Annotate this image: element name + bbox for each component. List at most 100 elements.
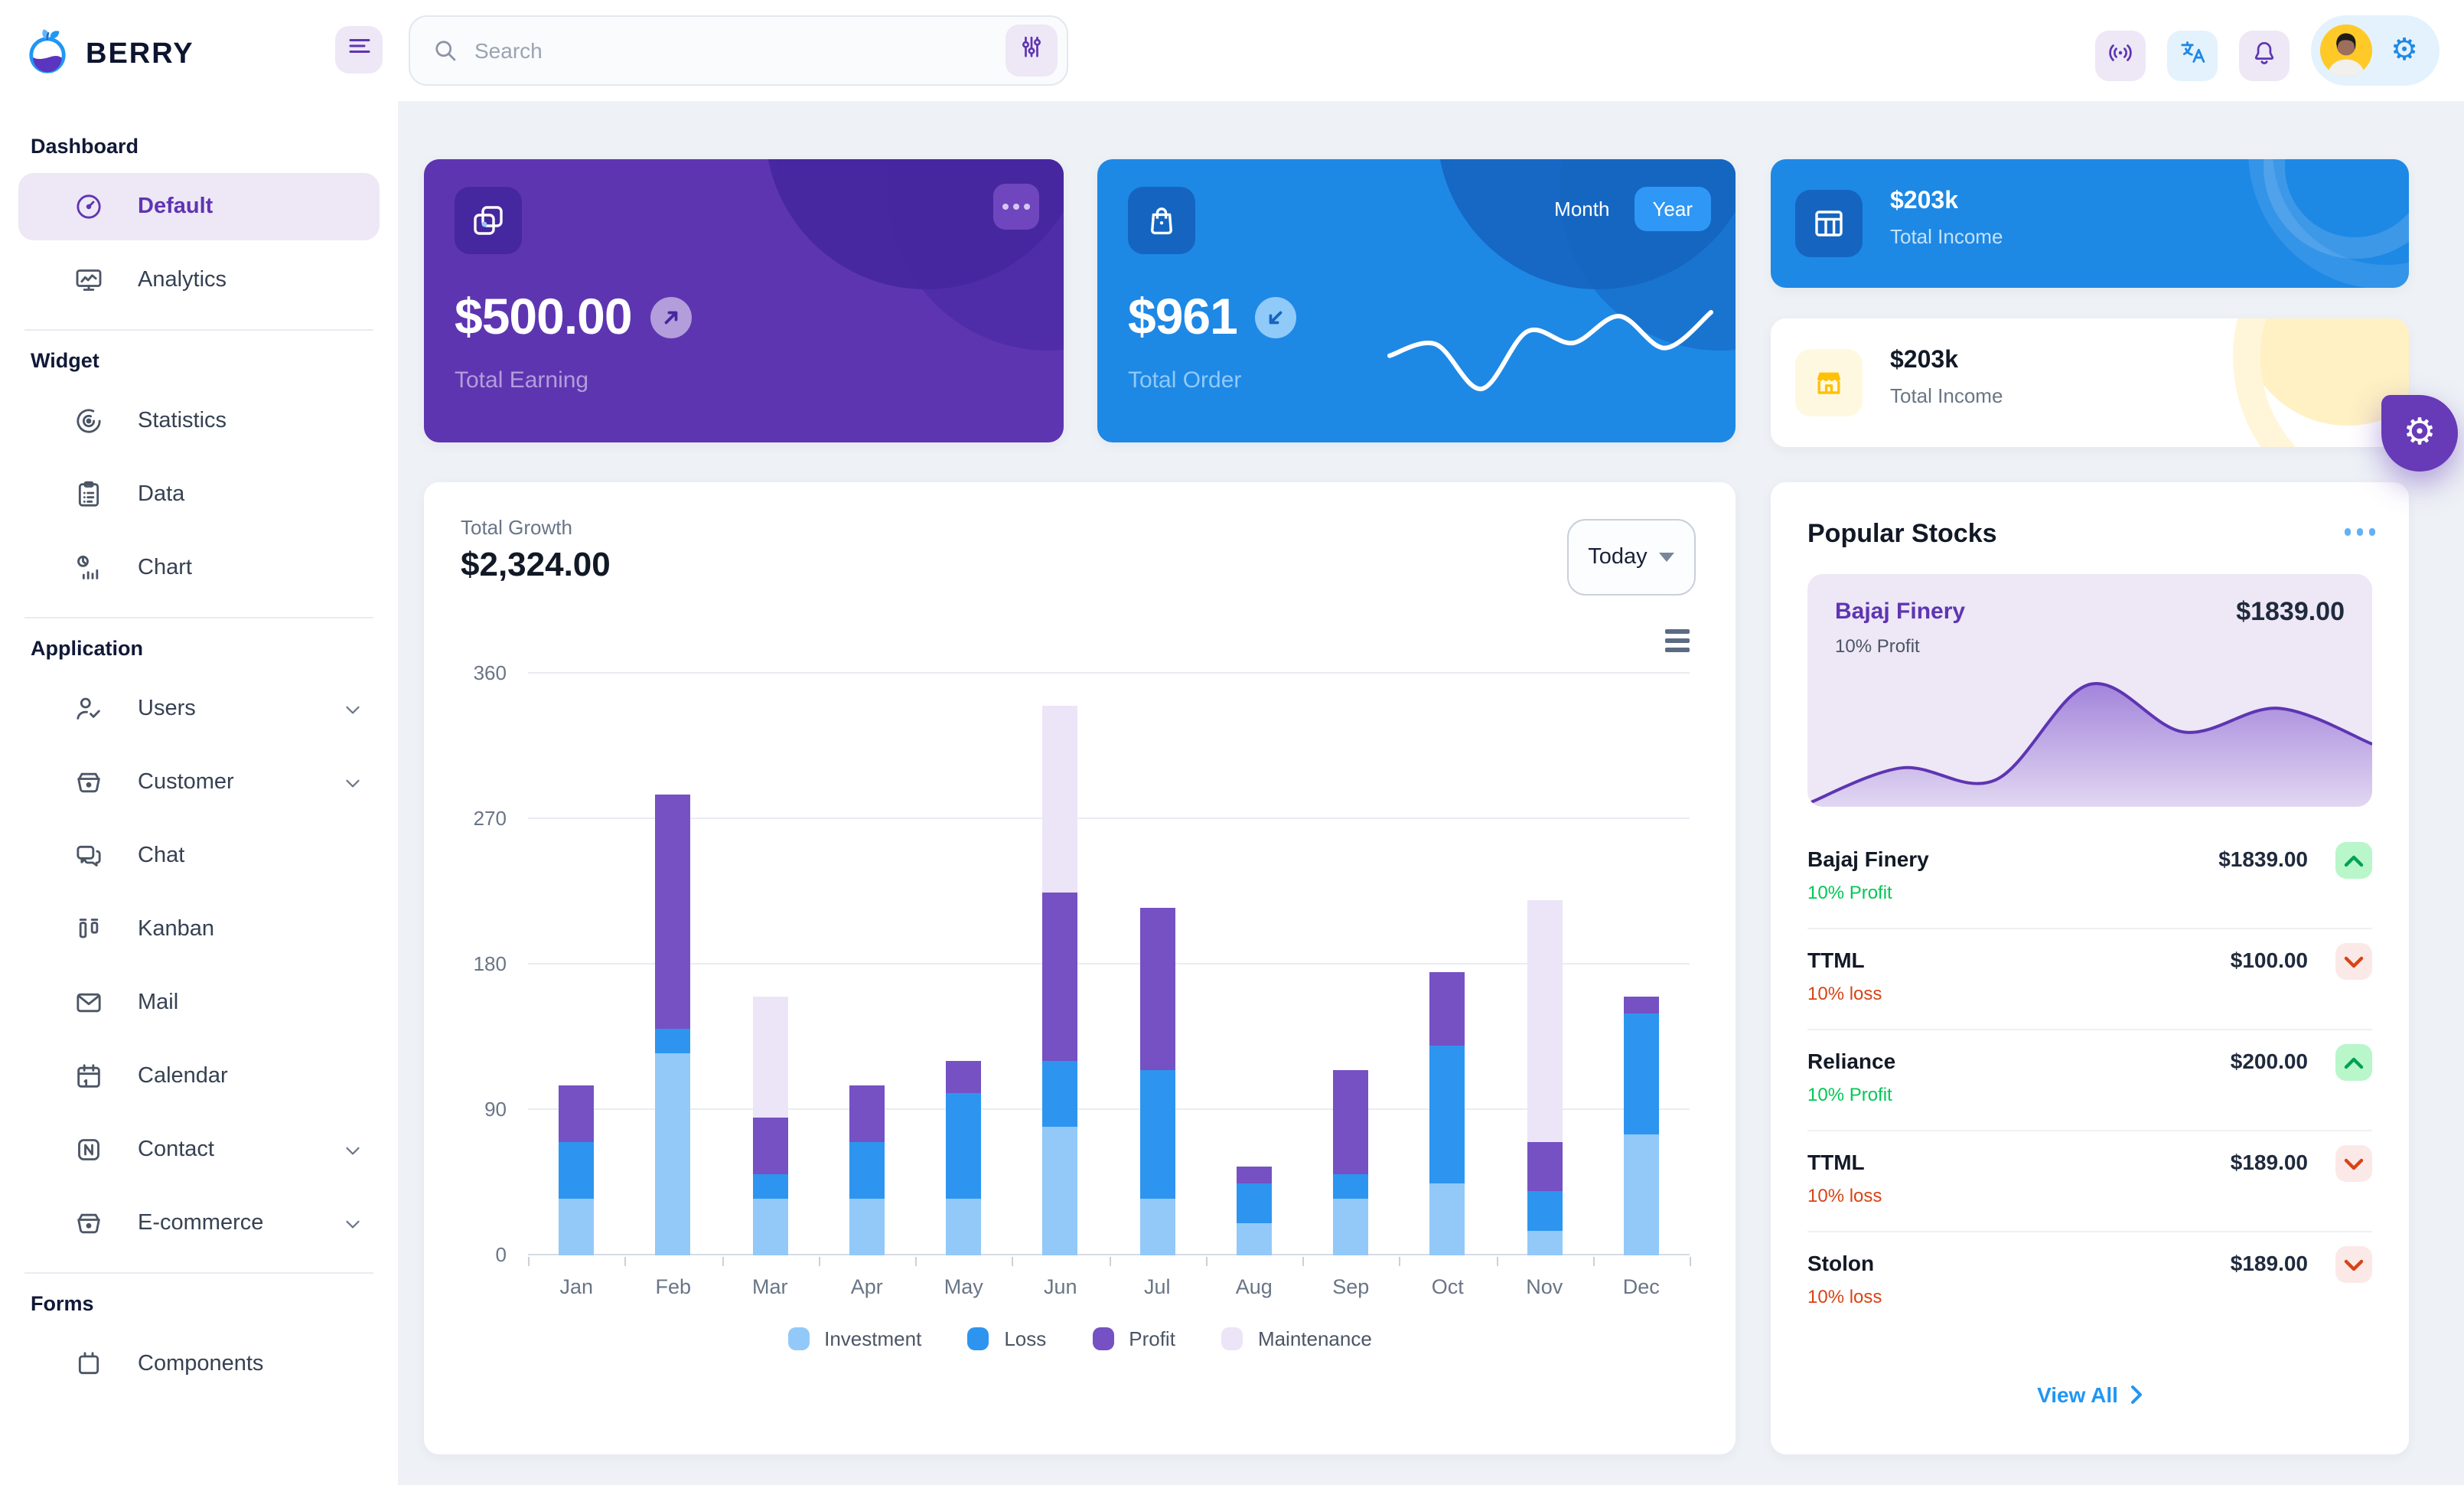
bar-segment-loss bbox=[1139, 1069, 1175, 1199]
legend-label: Maintenance bbox=[1257, 1327, 1372, 1350]
sidebar-item-label: Kanban bbox=[138, 917, 214, 942]
brand-logo[interactable]: BERRY bbox=[24, 26, 194, 83]
sidebar-section-heading: Application bbox=[31, 637, 143, 660]
chevron-right-icon bbox=[2130, 1385, 2142, 1404]
bar-apr[interactable] bbox=[849, 1085, 885, 1255]
stock-row-ttml[interactable]: TTML 10% loss $189.00 bbox=[1807, 1131, 2372, 1232]
stock-name: Bajaj Finery bbox=[1807, 847, 1929, 871]
translate-icon bbox=[2177, 37, 2208, 75]
popular-stocks-card: Popular Stocks Bajaj Finery 10% Profit $… bbox=[1771, 482, 2409, 1454]
period-select-dropdown[interactable]: Today bbox=[1567, 519, 1696, 596]
bar-jul[interactable] bbox=[1139, 908, 1175, 1255]
bar-oct[interactable] bbox=[1429, 972, 1465, 1255]
sidebar-item-analytics[interactable]: Analytics bbox=[18, 246, 380, 314]
earning-card-menu-button[interactable] bbox=[993, 184, 1039, 230]
trend-up-icon bbox=[650, 296, 692, 338]
sidebar-section-heading: Widget bbox=[31, 349, 99, 372]
stocks-menu-button[interactable] bbox=[2344, 528, 2375, 535]
sidebar-item-e-commerce[interactable]: E-commerce bbox=[18, 1190, 380, 1257]
legend-swatch bbox=[1092, 1327, 1114, 1350]
stock-change: 10% Profit bbox=[1807, 1084, 1892, 1105]
x-axis-label: Aug bbox=[1235, 1275, 1273, 1298]
stock-price: $1839.00 bbox=[2218, 847, 2308, 871]
sidebar-item-mail[interactable]: Mail bbox=[18, 969, 380, 1036]
sidebar-item-default[interactable]: Default bbox=[18, 173, 380, 240]
sidebar-item-users[interactable]: Users bbox=[18, 675, 380, 742]
sidebar-toggle-button[interactable] bbox=[335, 26, 383, 73]
period-select-value: Today bbox=[1588, 545, 1648, 570]
x-axis-label: Sep bbox=[1332, 1275, 1370, 1298]
hamburger-icon bbox=[345, 32, 373, 67]
sidebar-item-components[interactable]: Components bbox=[18, 1330, 380, 1398]
axis-tick bbox=[528, 1257, 530, 1266]
bar-jun[interactable] bbox=[1042, 706, 1078, 1255]
stock-change: 10% loss bbox=[1807, 1185, 1882, 1206]
sidebar-item-kanban[interactable]: Kanban bbox=[18, 896, 380, 963]
earning-cards-icon bbox=[455, 187, 522, 254]
search-input[interactable] bbox=[474, 38, 996, 63]
stock-row-ttml[interactable]: TTML 10% loss $100.00 bbox=[1807, 929, 2372, 1030]
sidebar-item-chat[interactable]: Chat bbox=[18, 822, 380, 889]
bar-segment-investment bbox=[1333, 1199, 1369, 1255]
x-axis-label: Feb bbox=[655, 1275, 691, 1298]
chevron-up-icon bbox=[2335, 842, 2372, 879]
sidebar-item-contact[interactable]: Contact bbox=[18, 1116, 380, 1183]
bar-may[interactable] bbox=[946, 1061, 982, 1255]
month-toggle-option[interactable]: Month bbox=[1554, 197, 1610, 220]
axis-tick bbox=[1109, 1257, 1110, 1266]
stock-row-stolon[interactable]: Stolon 10% loss $189.00 bbox=[1807, 1232, 2372, 1333]
bar-segment-loss bbox=[946, 1093, 982, 1199]
gridline bbox=[528, 1253, 1690, 1255]
pie-bars-icon bbox=[73, 553, 104, 583]
profile-menu-button[interactable]: ⚙ bbox=[2311, 15, 2440, 86]
stock-row-bajaj-finery[interactable]: Bajaj Finery 10% Profit $1839.00 bbox=[1807, 828, 2372, 929]
storefront-icon bbox=[1795, 349, 1863, 416]
sidebar-item-calendar[interactable]: Calendar bbox=[18, 1043, 380, 1110]
chevron-down-icon bbox=[341, 1212, 364, 1235]
bar-segment-maintenance bbox=[1042, 706, 1078, 893]
sidebar-item-customer[interactable]: Customer bbox=[18, 749, 380, 816]
search-bar bbox=[409, 15, 1068, 86]
sidebar-item-statistics[interactable]: Statistics bbox=[18, 387, 380, 455]
view-all-link[interactable]: View All bbox=[1771, 1382, 2409, 1407]
total-income-label: Total Income bbox=[1890, 384, 2003, 407]
search-settings-button[interactable] bbox=[1005, 24, 1058, 77]
year-toggle-option[interactable]: Year bbox=[1634, 187, 1711, 231]
bar-dec[interactable] bbox=[1623, 997, 1659, 1255]
x-axis-label: Jul bbox=[1143, 1275, 1171, 1298]
total-order-card: Month Year $961 Total Order bbox=[1097, 159, 1736, 442]
bar-aug[interactable] bbox=[1236, 1166, 1272, 1255]
view-all-label: View All bbox=[2037, 1382, 2118, 1407]
customization-fab-button[interactable]: ⚙ bbox=[2381, 395, 2458, 472]
bar-segment-investment bbox=[655, 1053, 691, 1255]
bar-segment-loss bbox=[1429, 1045, 1465, 1183]
bar-jan[interactable] bbox=[559, 1085, 595, 1255]
sidebar-item-label: Chart bbox=[138, 556, 192, 580]
notifications-button[interactable] bbox=[2239, 31, 2290, 81]
chart-menu-icon[interactable] bbox=[1665, 629, 1690, 652]
bar-mar[interactable] bbox=[752, 997, 788, 1255]
stock-row-reliance[interactable]: Reliance 10% Profit $200.00 bbox=[1807, 1030, 2372, 1131]
bar-sep[interactable] bbox=[1333, 1069, 1369, 1255]
bar-segment-investment bbox=[1042, 1126, 1078, 1255]
bar-nov[interactable] bbox=[1527, 899, 1563, 1255]
sidebar-item-label: Customer bbox=[138, 770, 234, 795]
stock-change: 10% loss bbox=[1807, 983, 1882, 1004]
axis-tick bbox=[1592, 1257, 1595, 1266]
sidebar-item-data[interactable]: Data bbox=[18, 461, 380, 528]
bar-segment-loss bbox=[655, 1029, 691, 1054]
featured-stock-price: $1839.00 bbox=[2236, 597, 2345, 626]
bar-segment-loss bbox=[1042, 1061, 1078, 1127]
sidebar-item-chart[interactable]: Chart bbox=[18, 534, 380, 602]
bar-feb[interactable] bbox=[655, 795, 691, 1255]
live-broadcast-button[interactable] bbox=[2095, 31, 2146, 81]
translate-button[interactable] bbox=[2167, 31, 2218, 81]
axis-tick bbox=[915, 1257, 917, 1266]
settings-gear-icon: ⚙ bbox=[2391, 34, 2418, 67]
featured-stock-card[interactable]: Bajaj Finery 10% Profit $1839.00 bbox=[1807, 574, 2372, 807]
chat-icon bbox=[73, 840, 104, 871]
bar-segment-investment bbox=[1623, 1134, 1659, 1255]
total-income-warning-card: $203k Total Income bbox=[1771, 318, 2409, 447]
chevron-down-icon bbox=[2335, 1145, 2372, 1182]
stock-price: $100.00 bbox=[2230, 948, 2308, 972]
